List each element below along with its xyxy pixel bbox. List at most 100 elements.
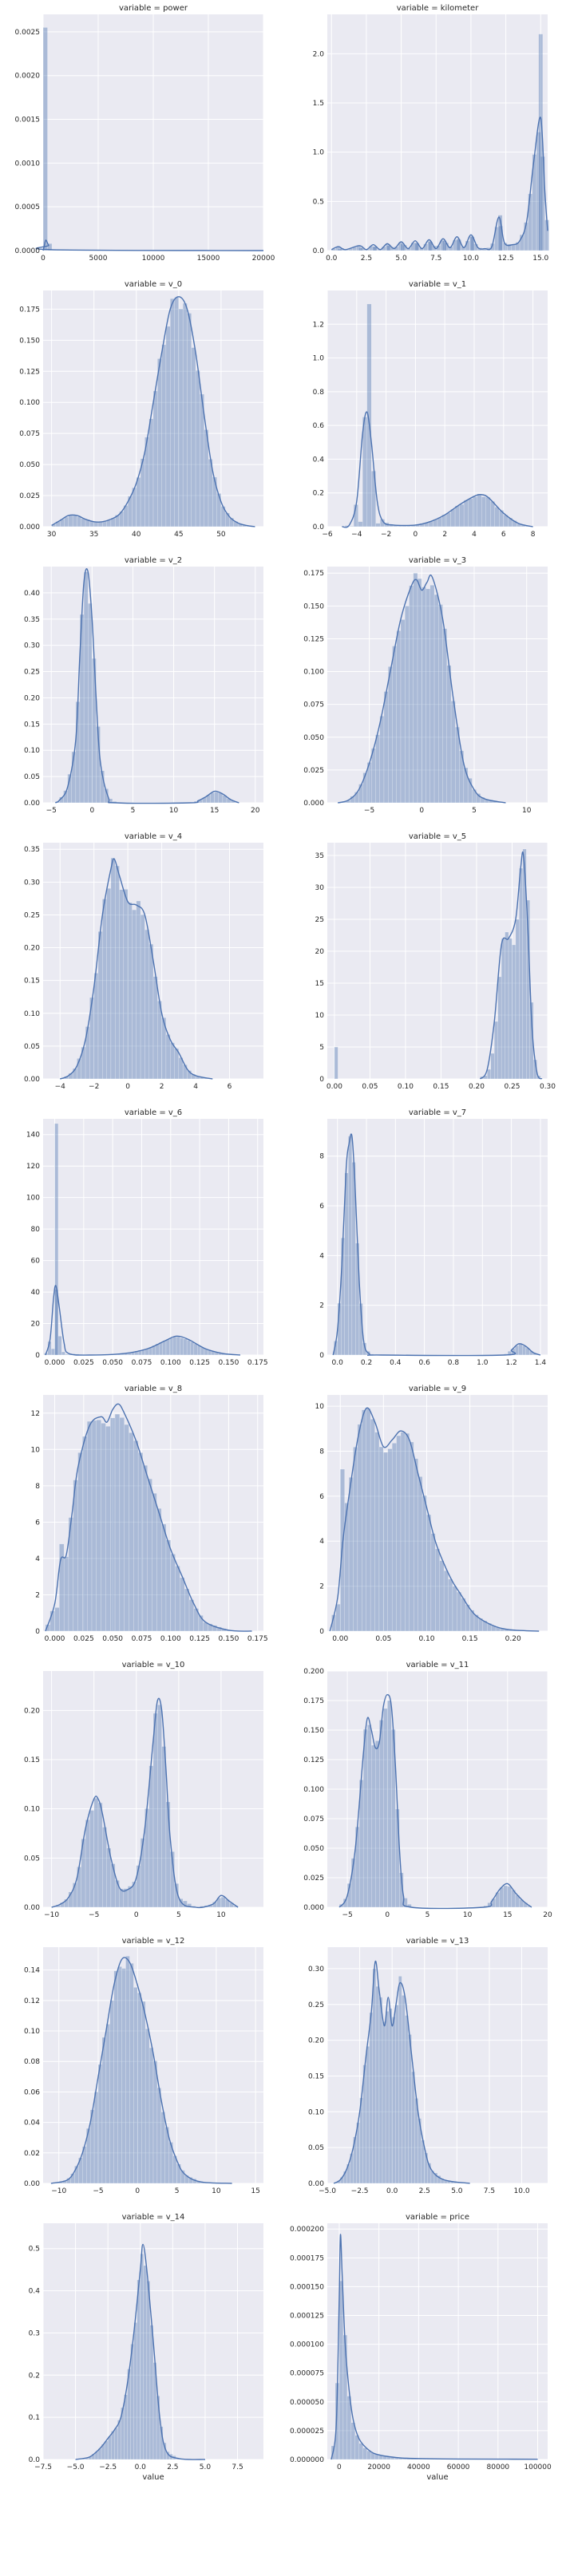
histogram-bar bbox=[387, 1700, 392, 1908]
facet-plot: variable = v_10 −10 −5 0 5 10 0.00 0.05 0.10 0.15… bbox=[24, 1661, 263, 1919]
facet-title: variable = v_7 bbox=[409, 1108, 466, 1117]
facet-panel-price: variable = price 0 20000 40000 60000 80000 100… bbox=[290, 2213, 552, 2482]
histogram-bar bbox=[109, 2000, 114, 2184]
x-tick-label: 15 bbox=[210, 807, 219, 815]
x-tick-label: 0.6 bbox=[418, 1359, 430, 1367]
x-tick-label: −2 bbox=[89, 1083, 99, 1091]
histogram-bar bbox=[149, 2325, 154, 2460]
histogram-bar bbox=[130, 2344, 134, 2460]
y-tick-label: 0.05 bbox=[24, 773, 40, 781]
x-tick-label: 60000 bbox=[447, 2463, 470, 2471]
y-tick-label: 0.06 bbox=[24, 2088, 40, 2096]
facet-plot: variable = v_14 −7.5 −5.0 −2.5 0.0 2.5 5.0 7.5 0… bbox=[29, 2213, 263, 2482]
x-tick-label: 1.4 bbox=[535, 1359, 547, 1367]
y-tick-label: 0.10 bbox=[24, 2028, 40, 2036]
facet-panel-v-1: variable = v_1 −6 −4 −2 0 2 4 6 8 0.0 0.2 0.4 0.6 0.8… bbox=[313, 280, 548, 539]
histogram-bar bbox=[490, 1053, 495, 1080]
histogram-bar bbox=[97, 2064, 103, 2184]
histogram-bar bbox=[162, 1340, 167, 1356]
histogram-bar bbox=[354, 2435, 359, 2460]
x-tick-label: 10 bbox=[463, 1911, 473, 1919]
y-tick-label: 0.4 bbox=[29, 2288, 41, 2296]
histogram-bar bbox=[417, 578, 422, 804]
histogram-bar bbox=[77, 516, 81, 527]
histogram-bar bbox=[117, 1966, 122, 2184]
histogram-bars bbox=[50, 1955, 228, 2184]
histogram-bar bbox=[366, 2046, 370, 2184]
x-tick-label: 40000 bbox=[407, 2463, 430, 2471]
y-tick-label: 40 bbox=[31, 1289, 41, 1297]
x-tick-label: 15 bbox=[503, 1911, 512, 1919]
histogram-bar bbox=[102, 899, 107, 1080]
y-tick-label: 0.20 bbox=[308, 2037, 324, 2045]
histogram-bar bbox=[133, 1440, 139, 1632]
x-tick-label: 0.025 bbox=[73, 1359, 94, 1367]
histogram-bar bbox=[96, 1420, 101, 1632]
x-tick-label: −7.5 bbox=[34, 2463, 52, 2471]
x-tick-label: 10000 bbox=[142, 255, 165, 263]
x-tick-label: 2 bbox=[160, 1083, 164, 1091]
y-tick-label: 120 bbox=[26, 1163, 40, 1171]
histogram-bar bbox=[408, 2034, 412, 2184]
x-tick-label: 0.150 bbox=[219, 1359, 239, 1367]
histogram-bar bbox=[91, 1420, 97, 1632]
y-tick-label: 15 bbox=[315, 980, 324, 988]
histogram-bar bbox=[115, 1880, 120, 1908]
histogram-bar bbox=[152, 390, 158, 527]
histogram-bar bbox=[170, 298, 175, 527]
y-tick-label: 0.00 bbox=[24, 1076, 40, 1084]
y-tick-label: 0.150 bbox=[303, 603, 324, 610]
histogram-bar bbox=[334, 1046, 338, 1080]
y-tick-label: 2.0 bbox=[313, 50, 325, 58]
histogram-bar bbox=[119, 889, 125, 1080]
histogram-bar bbox=[93, 2092, 99, 2184]
facet-plot: variable = v_12 −10 −5 0 5 10 15 0.00 0.02 0.04 0.… bbox=[24, 1937, 263, 2195]
histogram-bar bbox=[372, 246, 378, 251]
histogram-bar bbox=[114, 2428, 118, 2460]
x-tick-label: 40 bbox=[132, 531, 141, 539]
plot-background bbox=[327, 1395, 548, 1631]
y-tick-label: 0.25 bbox=[24, 669, 40, 677]
histogram-bars bbox=[75, 2254, 200, 2460]
y-tick-label: 0.4 bbox=[313, 456, 325, 464]
histogram-bar bbox=[362, 1729, 368, 1908]
histogram-bar bbox=[127, 902, 133, 1080]
histogram-bar bbox=[61, 1351, 65, 1356]
y-tick-label: 0.000 bbox=[303, 1904, 324, 1912]
histogram-bar bbox=[519, 867, 524, 1080]
y-tick-label: 8 bbox=[319, 1448, 324, 1456]
histogram-bars bbox=[333, 1968, 467, 2184]
x-tick-label: 0 bbox=[41, 255, 46, 263]
y-tick-label: 0.20 bbox=[24, 694, 40, 702]
histogram-bar bbox=[174, 1048, 180, 1080]
histogram-bar bbox=[68, 515, 73, 527]
histogram-bar bbox=[101, 1423, 106, 1632]
x-tick-label: −10 bbox=[44, 1911, 59, 1919]
x-tick-label: 10 bbox=[212, 2187, 221, 2195]
y-tick-label: 1.5 bbox=[313, 100, 324, 108]
y-tick-label: 30 bbox=[315, 884, 325, 892]
facet-panel-v-9: variable = v_9 0.00 0.05 0.10 0.15 0.20 0 2 4 6 8 1… bbox=[315, 1385, 548, 1643]
plot-background bbox=[327, 1947, 548, 2183]
facet-panel-v-3: variable = v_3 −5 0 5 10 0.000 0.025 0.050 0.075… bbox=[303, 556, 548, 815]
facet-panel-v-8: variable = v_8 0.000 0.025 0.050 0.075 0.100 0… bbox=[31, 1385, 268, 1643]
histogram-bar bbox=[518, 1344, 523, 1356]
histogram-bars bbox=[45, 1413, 245, 1632]
histogram-bar bbox=[435, 1548, 440, 1632]
histogram-bar bbox=[375, 734, 380, 804]
histogram-bar bbox=[366, 1725, 372, 1908]
y-tick-label: 0.5 bbox=[29, 2246, 40, 2254]
histogram-bar bbox=[383, 691, 389, 804]
facet-plot: variable = v_6 0.000 0.025 0.050 0.075 0.100 0… bbox=[26, 1108, 268, 1367]
kde-line bbox=[54, 568, 239, 804]
x-tick-label: 5.0 bbox=[451, 2187, 463, 2195]
histogram-bar bbox=[374, 1432, 380, 1632]
x-tick-label: 10 bbox=[169, 807, 179, 815]
histogram-bar bbox=[180, 1337, 184, 1356]
histogram-bar bbox=[429, 585, 435, 804]
x-tick-label: 0.125 bbox=[189, 1635, 210, 1643]
y-tick-label: 10 bbox=[315, 1012, 325, 1020]
y-tick-label: 0.025 bbox=[303, 1875, 324, 1883]
histogram-bar bbox=[169, 1337, 173, 1356]
y-tick-label: 0.20 bbox=[24, 945, 40, 953]
